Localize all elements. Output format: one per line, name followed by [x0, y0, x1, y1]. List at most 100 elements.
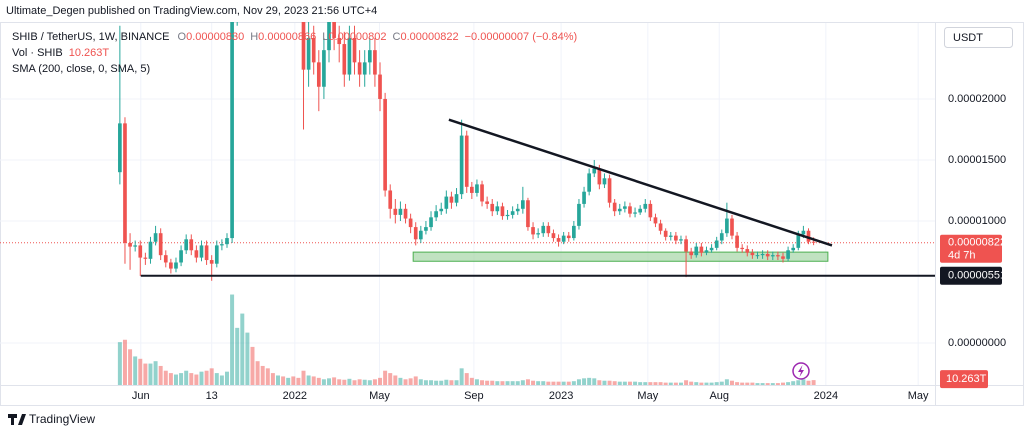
candle-body — [643, 203, 648, 209]
candle-body — [148, 241, 153, 259]
volume-bar — [740, 382, 745, 385]
candle-body — [612, 202, 617, 212]
volume-bar — [235, 327, 240, 385]
event-icon[interactable] — [792, 362, 810, 380]
candle-body — [316, 62, 321, 87]
candle-body — [495, 206, 500, 212]
ohlc-value: 0.00000822 — [400, 31, 458, 43]
candle-body — [648, 203, 653, 218]
volume-bar — [668, 382, 673, 385]
candle-body — [424, 227, 428, 231]
candle-body — [725, 218, 729, 234]
volume-bar — [699, 382, 704, 385]
volume-bar — [806, 380, 811, 385]
volume-bar — [454, 380, 459, 385]
candle-body — [383, 98, 387, 191]
candle-body — [301, 22, 306, 70]
volume-bar — [418, 379, 423, 385]
volume-bar — [439, 380, 444, 385]
volume-bar — [449, 380, 454, 385]
candle-body — [464, 135, 469, 187]
volume-bar — [678, 382, 683, 385]
drawings — [140, 118, 935, 277]
volume-bar — [760, 383, 765, 385]
x-tick-label: 13 — [206, 390, 218, 402]
candle-body — [169, 262, 173, 269]
y-tick-label: 0.00001500 — [948, 154, 1006, 166]
candle-body — [454, 194, 459, 203]
x-tick-label: May — [908, 390, 929, 402]
ohlc-key: O — [178, 31, 187, 43]
x-tick-label: Sep — [464, 390, 484, 402]
volume-bar — [306, 375, 311, 385]
support-price-box — [940, 266, 1002, 285]
volume-bar — [474, 379, 479, 385]
ohlc-value: 0.00000866 — [258, 31, 316, 43]
candle-body — [628, 206, 632, 214]
candle-body — [750, 252, 755, 256]
volume-bar — [245, 332, 250, 385]
volume-bar — [281, 376, 286, 385]
volume-bar — [393, 375, 398, 385]
candle-body — [617, 208, 622, 212]
candle-body — [174, 262, 178, 269]
candle-body — [730, 218, 734, 236]
volume-bar — [122, 339, 127, 385]
volume-bar — [745, 382, 750, 385]
candle-body — [597, 168, 602, 185]
candle-body — [444, 196, 449, 209]
currency-button[interactable] — [944, 27, 1013, 48]
volume-bar — [495, 381, 500, 385]
volume-bar — [653, 382, 658, 385]
volume-bar — [505, 381, 510, 385]
volume-bar — [143, 363, 148, 385]
volume-bar — [531, 380, 536, 385]
candle-body — [689, 251, 694, 256]
candle-body — [801, 230, 806, 235]
volume-bar — [352, 380, 357, 385]
current-price-label: 0.00000822 — [948, 237, 1006, 249]
y-tick-label: 0.00000000 — [948, 337, 1006, 349]
candle-body — [699, 246, 704, 253]
volume-value-box — [940, 370, 988, 389]
volume-bar — [163, 370, 168, 385]
candle-body — [633, 212, 637, 214]
candle-body — [158, 233, 163, 256]
candle-body — [393, 208, 398, 215]
volume-bar — [729, 380, 734, 385]
support-zone — [412, 251, 829, 262]
volume-bar — [184, 370, 189, 385]
volume-bar — [582, 378, 587, 385]
volume-bar — [357, 379, 362, 385]
volume-bar — [709, 382, 714, 385]
volume-bar — [638, 382, 643, 385]
candle-body — [668, 235, 673, 237]
candle-body — [500, 206, 505, 217]
ohlc-value: 0.00000802 — [328, 31, 386, 43]
candle-body — [342, 44, 347, 75]
volume-bar — [592, 378, 597, 385]
volume-bar — [520, 380, 525, 385]
event-bolt[interactable] — [798, 365, 804, 377]
volume-bar — [199, 371, 204, 385]
candle-body — [510, 211, 515, 215]
candle-body — [209, 260, 214, 264]
candle-body — [347, 37, 352, 75]
support-price-label: 0.00000551 — [948, 270, 1006, 282]
candle-body — [362, 62, 367, 75]
volume-bar — [270, 373, 275, 385]
volume-bar — [796, 380, 801, 385]
volume-bar — [148, 363, 153, 385]
candle-body — [582, 191, 586, 204]
currency[interactable]: USDT — [953, 32, 983, 44]
volume-bar — [622, 381, 627, 385]
volume-bar — [648, 382, 653, 385]
candle-body — [561, 235, 566, 242]
ohlc-key: L — [322, 31, 328, 43]
volume-bar — [209, 368, 214, 385]
volume-bar — [276, 375, 280, 385]
candle-body — [357, 62, 362, 75]
volume-bar — [225, 371, 229, 385]
volume-bar — [327, 378, 331, 385]
